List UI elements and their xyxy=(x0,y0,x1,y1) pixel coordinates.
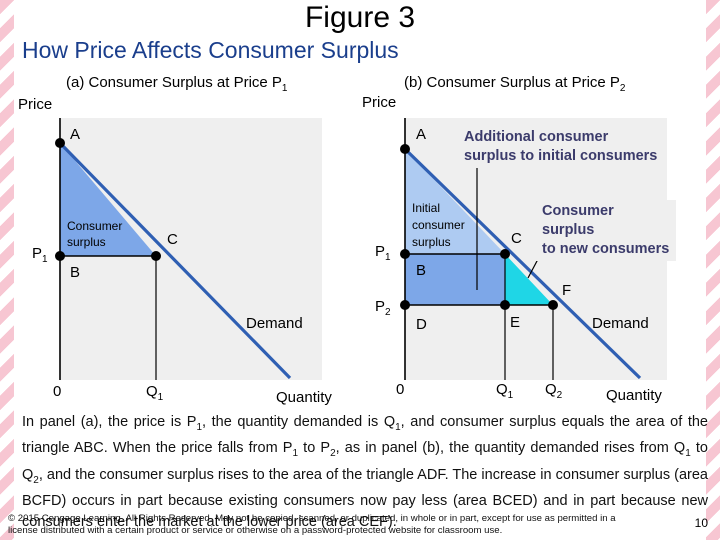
panel-b-point-e-label: E xyxy=(510,314,521,331)
panel-b-point-a-label: A xyxy=(416,126,427,143)
panel-b-initial-label-line2: consumer xyxy=(412,218,465,232)
panel-b-demand-label: Demand xyxy=(592,315,649,332)
panel-b-new-consumer-surplus-area xyxy=(505,254,553,305)
panel-a-origin-label: 0 xyxy=(53,383,62,400)
panel-b-initial-label-line3: surplus xyxy=(412,235,451,249)
new-note-line2: to new consumers xyxy=(542,241,670,257)
panel-b-title: (b) Consumer Surplus at Price P2 xyxy=(404,74,626,94)
panel-a-point-c-label: C xyxy=(167,231,178,248)
panel-b-point-b-label: B xyxy=(416,262,427,279)
panel-a-point-b-marker xyxy=(55,251,65,261)
panel-b-additional-surplus-note: Additional consumer surplus to initial c… xyxy=(458,126,666,168)
panel-a-title: (a) Consumer Surplus at Price P1 xyxy=(66,74,288,94)
panel-b-point-d-marker xyxy=(400,300,410,310)
panel-a-y-axis-label: Price xyxy=(18,96,53,113)
panel-b-initial-label-line1: Initial xyxy=(412,201,441,215)
figure-caption: In panel (a), the price is P1, the quant… xyxy=(22,414,708,531)
panel-b-new-consumer-note: Consumer surplus to new consumers xyxy=(536,200,676,261)
panel-b-y-axis-label: Price xyxy=(362,94,397,111)
page-number: 10 xyxy=(694,516,708,530)
figure-title: Figure 3 xyxy=(304,1,416,34)
panel-a-quantity-label: Q1 xyxy=(146,383,164,403)
panel-a-surplus-label: Consumer surplus xyxy=(67,218,122,250)
panel-b-additional-surplus-area xyxy=(405,254,505,305)
panel-a-point-a-label: A xyxy=(70,126,81,143)
panel-a-consumer-surplus-area xyxy=(60,143,156,256)
panel-b-p2-label: P2 xyxy=(375,298,391,318)
panel-b-q2-label: Q2 xyxy=(545,381,563,401)
decorative-stripe-right xyxy=(706,0,720,540)
panel-b-p1-label: P1 xyxy=(375,243,391,263)
additional-note-line1: Additional consumer xyxy=(464,129,609,145)
additional-note-line2: surplus to initial consumers xyxy=(464,148,658,164)
decorative-stripe-left xyxy=(0,0,14,540)
new-note-line1: Consumer surplus xyxy=(542,203,614,238)
panel-b-point-a-marker xyxy=(400,144,410,154)
panel-b-point-c-marker xyxy=(500,249,510,259)
panel-a-point-c-marker xyxy=(151,251,161,261)
panel-b-q1-label: Q1 xyxy=(496,381,514,401)
panel-a-demand-curve xyxy=(58,141,292,380)
copyright-footer: © 2015 Cengage Learning. All Rights Rese… xyxy=(8,513,616,537)
panel-b-point-b-marker xyxy=(400,249,410,259)
panel-a-price-label: P1 xyxy=(32,245,48,265)
panel-b-point-f-label: F xyxy=(562,282,572,299)
panel-a-demand-label: Demand xyxy=(246,315,303,332)
figure-subtitle: How Price Affects Consumer Surplus xyxy=(22,37,399,63)
panel-b-point-e-marker xyxy=(500,300,510,310)
panel-a-x-axis-label: Quantity xyxy=(276,389,332,406)
panel-a-point-b-label: B xyxy=(70,264,81,281)
panel-a-surplus-label-line2: surplus xyxy=(67,235,106,249)
panel-b-origin-label: 0 xyxy=(396,381,405,398)
panel-b-demand-curve xyxy=(403,147,642,380)
panel-a-surplus-label-line1: Consumer xyxy=(67,219,123,233)
panel-b-initial-surplus-label: Initial consumer surplus xyxy=(412,200,465,251)
panel-b-x-axis-label: Quantity xyxy=(606,387,662,404)
panel-b-point-c-label: C xyxy=(511,230,522,247)
panel-b-point-d-label: D xyxy=(416,316,427,333)
panel-a-point-a-marker xyxy=(55,138,65,148)
panel-b-point-f-marker xyxy=(548,300,558,310)
